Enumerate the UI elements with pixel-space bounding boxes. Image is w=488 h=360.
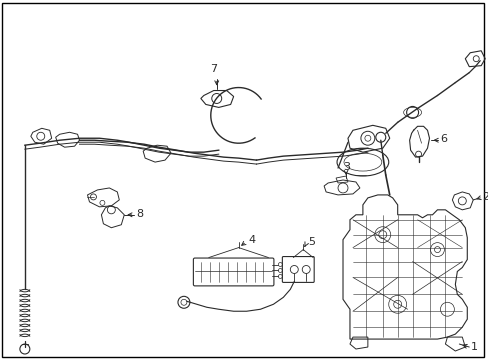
Text: 2: 2 [481, 192, 488, 202]
Text: 1: 1 [470, 342, 477, 352]
Text: 7: 7 [210, 64, 217, 74]
Text: 8: 8 [136, 209, 143, 219]
Text: 3: 3 [342, 162, 349, 172]
Text: 4: 4 [248, 235, 255, 245]
Text: 6: 6 [440, 134, 447, 144]
Text: 5: 5 [307, 237, 315, 247]
